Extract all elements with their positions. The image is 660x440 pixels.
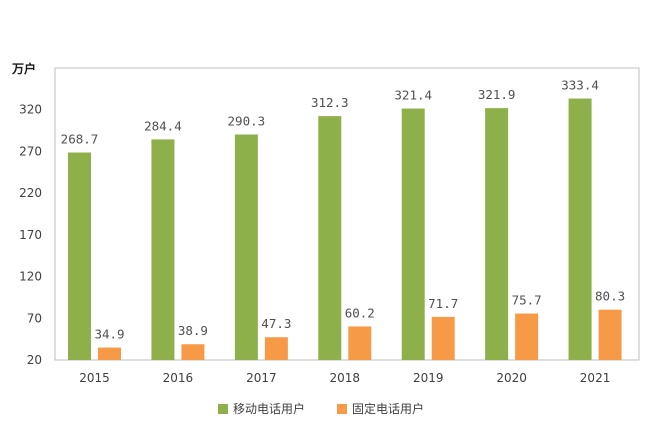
x-tick-label: 2017 [246, 371, 277, 385]
fixed-data-label: 34.9 [94, 327, 124, 342]
legend-swatch-fixed [337, 404, 347, 414]
y-tick-label: 70 [27, 311, 42, 325]
fixed-bar [431, 316, 455, 360]
fixed-bar [515, 313, 539, 360]
mobile-data-label: 333.4 [561, 78, 599, 93]
y-tick-label: 170 [19, 228, 42, 242]
mobile-bar [151, 139, 175, 360]
fixed-data-label: 38.9 [178, 323, 208, 338]
y-axis-unit-label: 万户 [11, 61, 36, 76]
y-tick-label: 220 [19, 186, 42, 200]
mobile-bar [401, 108, 425, 360]
x-axis: 2015 2016 2017 2018 2019 2020 2021 [79, 371, 610, 385]
plot-area-frame [54, 67, 640, 361]
x-tick-label: 2015 [79, 371, 110, 385]
x-tick-label: 2016 [163, 371, 194, 385]
fixed-bar [98, 347, 121, 360]
mobile-data-label: 321.4 [394, 88, 432, 103]
mobile-data-label: 312.3 [311, 95, 349, 110]
y-tick-label: 270 [19, 144, 42, 158]
mobile-data-label: 268.7 [61, 132, 99, 147]
x-tick-label: 2021 [580, 371, 611, 385]
fixed-data-label: 80.3 [595, 289, 625, 304]
y-tick-label: 320 [19, 103, 42, 117]
fixed-data-label: 47.3 [261, 316, 291, 331]
mobile-data-label: 290.3 [228, 113, 266, 128]
x-tick-label: 2019 [413, 371, 444, 385]
mobile-data-label: 284.4 [144, 118, 182, 133]
legend-label-fixed: 固定电话用户 [352, 401, 424, 416]
mobile-data-label: 321.9 [478, 87, 516, 102]
fixed-bar [264, 337, 288, 360]
x-tick-label: 2020 [496, 371, 527, 385]
mobile-bar [568, 98, 592, 361]
legend-label-mobile: 移动电话用户 [233, 401, 305, 416]
y-tick-label: 20 [27, 353, 42, 367]
mobile-bar [68, 152, 91, 360]
fixed-bar [181, 344, 205, 360]
y-axis: 20 70 120 170 220 270 320 [19, 103, 42, 367]
fixed-bar [348, 326, 372, 360]
legend-swatch-mobile [218, 404, 228, 414]
mobile-bar [318, 116, 342, 361]
legend: 移动电话用户 固定电话用户 [218, 401, 424, 416]
mobile-bar [485, 108, 509, 360]
bars-group [68, 98, 622, 361]
fixed-data-label: 71.7 [428, 296, 458, 311]
mobile-bar [234, 134, 258, 360]
fixed-bar [598, 309, 622, 360]
y-tick-label: 120 [19, 270, 42, 284]
fixed-data-label: 60.2 [345, 305, 375, 320]
fixed-data-label: 75.7 [512, 293, 542, 308]
x-tick-label: 2018 [330, 371, 361, 385]
data-labels-group: 268.7 34.9 284.4 38.9 290.3 47.3 312.3 60.2 321.… [61, 78, 625, 342]
